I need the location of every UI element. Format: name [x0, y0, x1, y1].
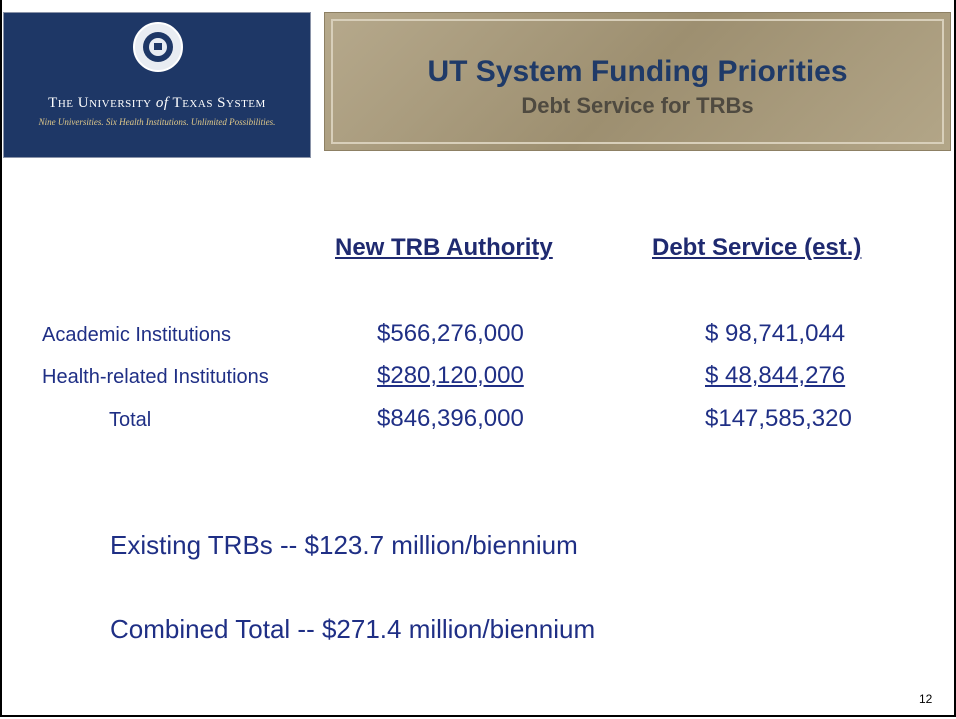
column-header: Debt Service (est.) [652, 234, 862, 261]
logo-tagline: Nine Universities. Six Health Institutio… [38, 117, 276, 127]
cell: $846,396,000 [377, 405, 524, 432]
summary-line: Existing TRBs -- $123.7 million/biennium [110, 530, 578, 560]
cell: $147,585,320 [705, 405, 852, 432]
row-label: Health-related Institutions [42, 366, 269, 388]
logo-name-part: The University [48, 95, 152, 111]
seal [133, 22, 183, 72]
cell: $280,120,000 [377, 362, 524, 389]
subtitle: Debt Service for TRBs [521, 93, 754, 118]
row-label: Total [109, 409, 152, 431]
cell: $ 98,741,044 [705, 320, 846, 347]
row-label: Academic Institutions [42, 324, 231, 346]
logo-name-part: of [155, 95, 169, 111]
logo-box: The University of Texas System Nine Univ… [3, 12, 311, 158]
column-header: New TRB Authority [335, 234, 553, 261]
page-number: 12 [919, 692, 933, 706]
title-box: UT System Funding Priorities Debt Servic… [324, 12, 951, 151]
summary-line: Combined Total -- $271.4 million/bienniu… [110, 614, 596, 644]
cell: $566,276,000 [377, 320, 524, 347]
title-frame [331, 19, 944, 144]
logo-name-part: Texas System [172, 95, 266, 111]
logo-name: The University of Texas System [4, 95, 310, 112]
cell: $ 48,844,276 [705, 362, 846, 389]
title: UT System Funding Priorities [427, 55, 848, 88]
